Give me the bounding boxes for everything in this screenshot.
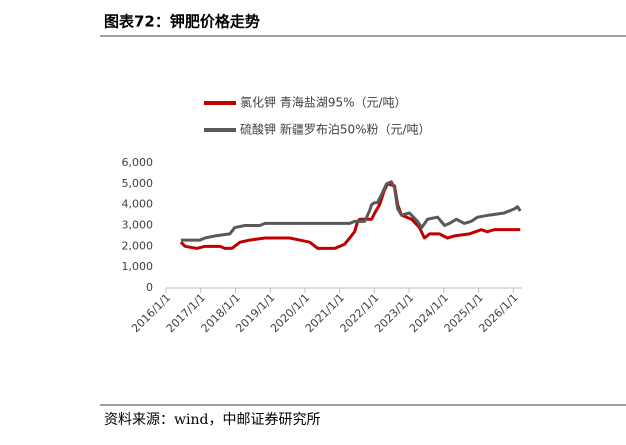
- chart-title: 图表72：钾肥价格走势: [104, 13, 260, 31]
- y-tick-label: 1,000: [122, 260, 154, 273]
- y-tick-label: 0: [146, 281, 153, 294]
- y-tick-label: 6,000: [122, 156, 154, 169]
- series-line: [180, 180, 522, 242]
- series-line: [179, 182, 521, 250]
- source: 资料来源：wind，中邮证券研究所: [104, 412, 320, 428]
- y-tick-label: 4,000: [122, 198, 154, 211]
- y-tick-label: 3,000: [122, 219, 154, 232]
- legend-label: 氯化钾 青海盐湖95%（元/吨）: [240, 95, 407, 110]
- y-tick-label: 2,000: [122, 239, 154, 252]
- y-tick-label: 5,000: [122, 177, 154, 190]
- legend-label: 硫酸钾 新疆罗布泊50%粉（元/吨）: [240, 122, 431, 137]
